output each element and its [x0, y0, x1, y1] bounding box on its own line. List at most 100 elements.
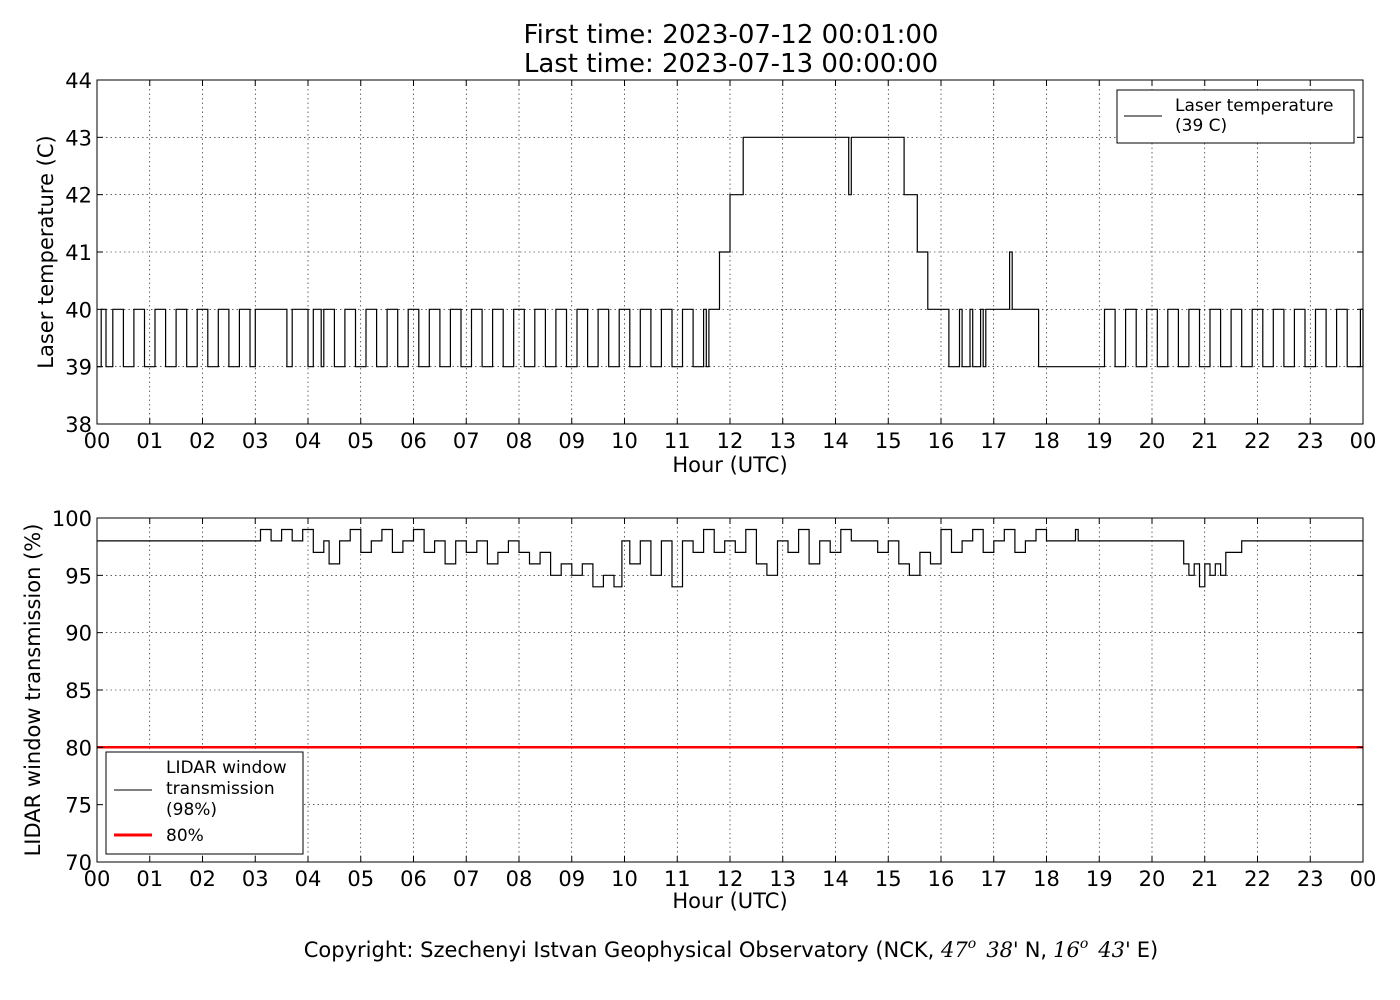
laser-temperature-x-tick-label: 15	[875, 429, 902, 453]
window-transmission-y-tick-label: 80	[65, 736, 92, 760]
window-transmission-plot-area	[97, 528, 1363, 749]
window-transmission-x-tick-label: 21	[1191, 867, 1218, 891]
latitude-degree-sign: o	[968, 936, 976, 952]
window-transmission-y-tick-label: 90	[65, 622, 92, 646]
laser-temperature-x-tick-label: 03	[242, 429, 269, 453]
latitude-hemisphere: N,	[1025, 938, 1047, 962]
window-transmission-y-axis-label: LIDAR window transmission (%)	[21, 524, 45, 857]
laser-temperature-x-tick-label: 00	[1350, 429, 1377, 453]
laser-temperature-x-tick-label: 11	[664, 429, 691, 453]
window-transmission-x-tick-label: 00	[1350, 867, 1377, 891]
window-transmission-x-tick-label: 20	[1139, 867, 1166, 891]
window-transmission-y-tick-label: 70	[65, 851, 92, 875]
laser-temperature-x-tick-label: 21	[1191, 429, 1218, 453]
latitude-minutes: 38'	[986, 938, 1019, 962]
laser-temperature-y-tick-label: 39	[65, 356, 92, 380]
laser-temperature-y-tick-label: 43	[65, 126, 92, 150]
laser-temperature-x-tick-label: 05	[347, 429, 374, 453]
window-transmission-x-tick-label: 12	[717, 867, 744, 891]
laser-temperature-x-tick-label: 04	[295, 429, 322, 453]
window-transmission-legend-box	[105, 751, 304, 855]
window-transmission-x-tick-label: 14	[822, 867, 849, 891]
window-transmission-x-tick-label: 02	[189, 867, 216, 891]
window-transmission-x-tick-label: 08	[506, 867, 533, 891]
laser-temperature-x-tick-label: 19	[1086, 429, 1113, 453]
longitude-degrees: 16	[1053, 938, 1080, 962]
laser-temperature-y-ticks: 38 39 40 41 42 43 44	[65, 69, 1363, 437]
window-transmission-legend-label-line: (98%)	[166, 800, 217, 820]
window-transmission-x-tick-label: 17	[980, 867, 1007, 891]
laser-temperature-x-tick-label: 17	[980, 429, 1007, 453]
window-transmission-legend-label-line: LIDAR window	[166, 758, 287, 778]
laser-temperature-x-ticks: 00 01 02 03 04 05 06 07 08 09 10 11 12 13 14 15 16 17 18 19…	[84, 80, 1377, 453]
laser-temperature-x-tick-label: 16	[928, 429, 955, 453]
laser-temperature-panel: 00 01 02 03 04 05 06 07 08 09 10 11 12 13 14 15 16 17 18 19…	[34, 69, 1376, 477]
window-transmission-legend-label-line: transmission	[166, 779, 275, 799]
laser-temperature-y-tick-label: 42	[65, 184, 92, 208]
laser-temperature-x-tick-label: 23	[1297, 429, 1324, 453]
window-transmission-x-tick-label: 22	[1244, 867, 1271, 891]
window-transmission-y-ticks: 70 75 80 85 90 95 100	[52, 507, 1363, 875]
window-transmission-x-tick-label: 07	[453, 867, 480, 891]
copyright-notice: Copyright: Szechenyi Istvan Geophysical …	[304, 936, 1158, 962]
window-transmission-x-tick-label: 00	[84, 867, 111, 891]
window-transmission-x-tick-label: 15	[875, 867, 902, 891]
window-transmission-x-ticks: 00 01 02 03 04 05 06 07 08 09 10 11 12 13 14 15 16 17 18 19…	[84, 518, 1377, 891]
window-transmission-x-tick-label: 05	[347, 867, 374, 891]
window-transmission-x-tick-label: 13	[769, 867, 796, 891]
window-transmission-x-tick-label: 19	[1086, 867, 1113, 891]
laser-temperature-x-tick-label: 01	[136, 429, 163, 453]
window-transmission-x-tick-label: 03	[242, 867, 269, 891]
laser-temperature-x-tick-label: 22	[1244, 429, 1271, 453]
laser-temperature-x-axis-label: Hour (UTC)	[672, 453, 787, 477]
laser-temperature-y-tick-label: 44	[65, 69, 92, 93]
laser-temperature-x-tick-label: 08	[506, 429, 533, 453]
laser-temperature-y-tick-label: 40	[65, 298, 92, 322]
longitude-hemisphere: E)	[1137, 938, 1158, 962]
window-transmission-series-line	[97, 528, 1363, 588]
laser-temperature-x-tick-label: 14	[822, 429, 849, 453]
longitude-minutes: 43'	[1097, 938, 1131, 962]
figure-title-line-1: First time: 2023-07-12 00:01:00	[524, 20, 939, 50]
copyright-prefix: Copyright: Szechenyi Istvan Geophysical …	[304, 938, 941, 962]
laser-temperature-legend-label-line: (39 C)	[1175, 116, 1227, 136]
window-transmission-x-tick-label: 11	[664, 867, 691, 891]
window-transmission-y-tick-label: 95	[65, 564, 92, 588]
window-transmission-x-tick-label: 06	[400, 867, 427, 891]
window-transmission-x-tick-label: 09	[558, 867, 585, 891]
window-transmission-panel: 00 01 02 03 04 05 06 07 08 09 10 11 12 13 14 15 16 17 18 19…	[21, 507, 1376, 913]
window-transmission-y-tick-label: 75	[65, 794, 92, 818]
window-transmission-x-tick-label: 18	[1033, 867, 1060, 891]
window-transmission-legend: LIDAR window transmission (98%) 80%	[105, 751, 304, 855]
window-transmission-x-tick-label: 10	[611, 867, 638, 891]
window-transmission-x-tick-label: 16	[928, 867, 955, 891]
window-transmission-x-tick-label: 01	[136, 867, 163, 891]
laser-temperature-x-tick-label: 20	[1139, 429, 1166, 453]
laser-temperature-x-tick-label: 02	[189, 429, 216, 453]
laser-temperature-x-tick-label: 10	[611, 429, 638, 453]
figure-title-line-2: Last time: 2023-07-13 00:00:00	[524, 49, 938, 79]
laser-temperature-y-tick-label: 38	[65, 413, 92, 437]
laser-temperature-x-tick-label: 09	[558, 429, 585, 453]
longitude-degree-sign: o	[1080, 936, 1088, 952]
laser-temperature-y-axis-label: Laser temperature (C)	[34, 135, 58, 368]
laser-temperature-x-tick-label: 18	[1033, 429, 1060, 453]
window-transmission-grid	[97, 518, 1363, 862]
window-transmission-x-axis-label: Hour (UTC)	[672, 889, 787, 913]
laser-temperature-x-tick-label: 07	[453, 429, 480, 453]
laser-temperature-x-tick-label: 12	[717, 429, 744, 453]
laser-temperature-x-tick-label: 13	[769, 429, 796, 453]
laser-temperature-legend-label-line: Laser temperature	[1175, 96, 1333, 116]
window-transmission-y-tick-label: 85	[65, 679, 92, 703]
laser-temperature-grid	[97, 80, 1363, 424]
window-transmission-y-tick-label: 100	[52, 507, 92, 531]
window-transmission-legend-label: LIDAR window transmission (98%)	[166, 758, 292, 820]
window-transmission-x-tick-label: 23	[1297, 867, 1324, 891]
threshold-legend-label: 80%	[166, 826, 204, 846]
window-transmission-x-tick-label: 04	[295, 867, 322, 891]
laser-temperature-x-tick-label: 00	[84, 429, 111, 453]
laser-temperature-plot-area	[97, 136, 1364, 368]
latitude-degrees: 47	[940, 938, 968, 962]
laser-temperature-x-tick-label: 06	[400, 429, 427, 453]
